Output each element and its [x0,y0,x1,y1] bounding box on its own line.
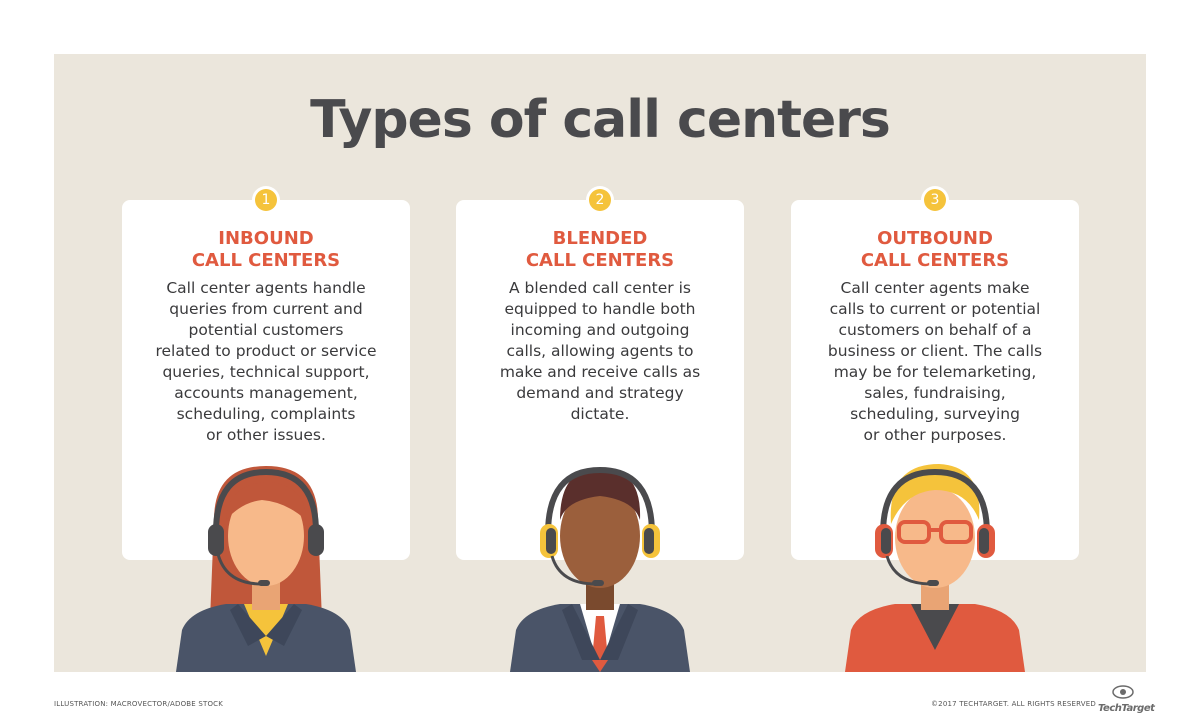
card-title-line1: BLENDED [552,228,648,249]
number-badge: 3 [921,186,949,214]
badge-number: 3 [924,189,946,211]
logo-text: TechTarget [1098,703,1155,714]
card-title-line2: CALL CENTERS [860,250,1010,271]
agent-man-illustration [510,466,690,672]
badge-number: 2 [589,189,611,211]
number-badge: 2 [586,186,614,214]
page-title: Types of call centers [310,90,891,150]
card-title-line2: CALL CENTERS [191,250,341,271]
agent-woman-illustration [176,466,356,672]
number-badge: 1 [252,186,280,214]
illustration-credit: ILLUSTRATION: MACROVECTOR/ADOBE STOCK [54,700,224,708]
card-title-line1: OUTBOUND [877,228,993,249]
techtarget-logo-icon [1112,685,1134,699]
card-title-line1: INBOUND [218,228,314,249]
card-blended: 2 BLENDED CALL CENTERS A blended call ce… [456,186,744,560]
card-title: OUTBOUND CALL CENTERS [791,228,1079,272]
card-inbound: 1 INBOUND CALL CENTERS Call center agent… [122,186,410,560]
card-description: Call center agents handle queries from c… [155,279,377,444]
copyright-notice: ©2017 TECHTARGET. ALL RIGHTS RESERVED [930,700,1096,708]
card-title-line2: CALL CENTERS [525,250,675,271]
card-description: Call center agents make calls to current… [827,279,1043,444]
badge-number: 1 [255,189,277,211]
agent-blond-man-illustration [845,464,1025,672]
card-description: A blended call center is equipped to han… [499,279,701,423]
techtarget-logo[interactable]: TechTarget [1098,684,1155,714]
card-title: BLENDED CALL CENTERS [456,228,744,272]
card-title: INBOUND CALL CENTERS [122,228,410,272]
